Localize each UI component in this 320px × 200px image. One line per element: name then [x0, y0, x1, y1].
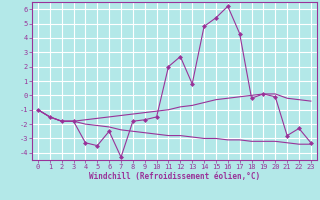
X-axis label: Windchill (Refroidissement éolien,°C): Windchill (Refroidissement éolien,°C)	[89, 172, 260, 181]
